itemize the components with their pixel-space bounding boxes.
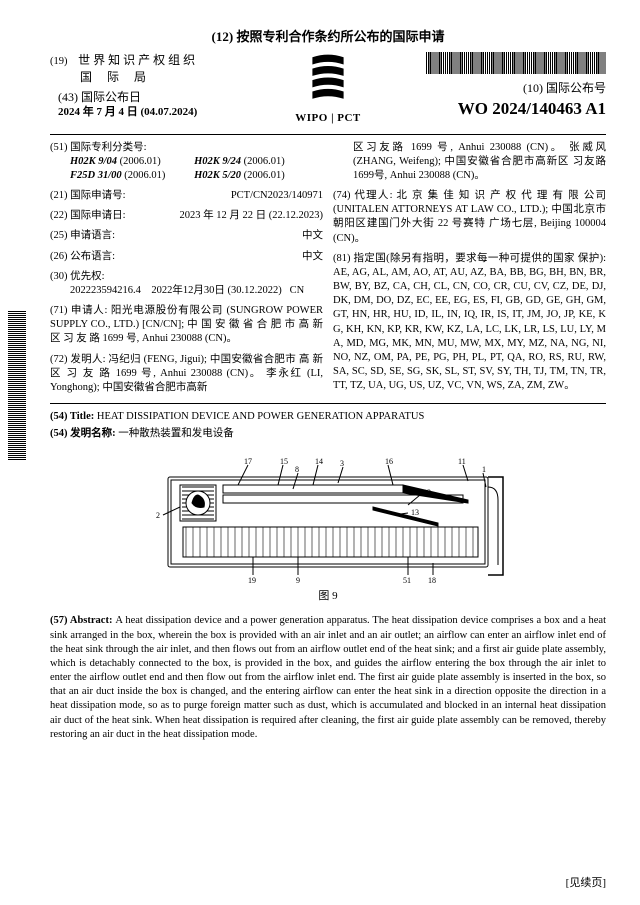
f26-label: (26) 公布语言: <box>50 250 136 264</box>
f25-label: (25) 申请语言: <box>50 229 136 243</box>
f71-label: (71) 申请人: <box>50 305 111 316</box>
f72-continued: 区习友路 1699 号, Anhui 230088 (CN)。 张威风 (ZHA… <box>353 141 606 184</box>
barcode-horizontal <box>426 52 606 74</box>
header-row: (19) 世界知识产权组织 国 际 局 (43) 国际公布日 2024 年 7 … <box>50 52 606 126</box>
fig-label-1: 1 <box>482 465 486 474</box>
org-sub: 国 际 局 <box>80 69 295 85</box>
right-column: 区习友路 1699 号, Anhui 230088 (CN)。 张威风 (ZHA… <box>333 141 606 402</box>
rule-top <box>50 134 606 135</box>
f21-val: PCT/CN2023/140971 <box>136 189 323 203</box>
ipc-3-date: (2006.01) <box>244 170 285 181</box>
ipc-0-code: H02K 9/04 <box>70 156 117 167</box>
figure-area: 17 15 8 14 3 16 11 1 12 13 2 19 9 51 18 … <box>50 455 606 604</box>
f21-label: (21) 国际申请号: <box>50 189 136 203</box>
title-section: (54) Title: HEAT DISSIPATION DEVICE AND … <box>50 410 606 441</box>
continued-marker: [见续页] <box>566 876 606 891</box>
f81-intro: 指定国(除另有指明，要求每一种可提供的国家 保护): <box>354 253 607 264</box>
t54-en: HEAT DISSIPATION DEVICE AND POWER GENERA… <box>97 411 424 422</box>
header-left: (19) 世界知识产权组织 国 际 局 (43) 国际公布日 2024 年 7 … <box>50 52 295 120</box>
f30-label: (30) 优先权: <box>50 270 323 284</box>
f72-label: (72) 发明人: <box>50 354 109 365</box>
wipo-logo <box>302 52 354 104</box>
f22-label: (22) 国际申请日: <box>50 209 136 223</box>
fig-label-51: 51 <box>403 576 411 585</box>
ipc-2-code: F25D 31/00 <box>70 170 122 181</box>
abstract: (57) Abstract: A heat dissipation device… <box>50 614 606 742</box>
f30-cc: CN <box>290 285 305 296</box>
figure-9-svg: 17 15 8 14 3 16 11 1 12 13 2 19 9 51 18 <box>138 455 518 585</box>
wipo-pct-text: WIPO | PCT <box>295 111 360 126</box>
fig-label-9: 9 <box>296 576 300 585</box>
fig-label-14: 14 <box>315 457 323 466</box>
fig-label-13: 13 <box>411 508 419 517</box>
fig-label-11: 11 <box>458 457 466 466</box>
pub-date: 2024 年 7 月 4 日 (04.07.2024) <box>58 105 295 120</box>
f26-val: 中文 <box>136 250 323 264</box>
pubno-label: 国际公布号 <box>546 81 606 95</box>
fig-label-17: 17 <box>244 457 252 466</box>
publication-number: WO 2024/140463 A1 <box>361 98 606 121</box>
left-column: (51) 国际专利分类号: H02K 9/04 (2006.01) H02K 9… <box>50 141 323 402</box>
pub-date-label: 国际公布日 <box>81 90 141 104</box>
ipc-0-date: (2006.01) <box>120 156 161 167</box>
f81-list: AE, AG, AL, AM, AO, AT, AU, AZ, BA, BB, … <box>333 267 606 391</box>
fig-label-15: 15 <box>280 457 288 466</box>
ipc-1-code: H02K 9/24 <box>194 156 241 167</box>
fig-label-2: 2 <box>156 511 160 520</box>
header-right: (10) 国际公布号 WO 2024/140463 A1 <box>361 52 606 121</box>
f30-date: 2022年12月30日 (30.12.2022) <box>151 285 281 296</box>
fig-label-19: 19 <box>248 576 256 585</box>
bibliographic-columns: (51) 国际专利分类号: H02K 9/04 (2006.01) H02K 9… <box>50 141 606 402</box>
ipc-3-code: H02K 5/20 <box>194 170 241 181</box>
barcode-vertical <box>8 310 26 460</box>
fig-label-3: 3 <box>340 459 344 468</box>
abstract-label: (57) Abstract: <box>50 615 115 626</box>
ipc-1-date: (2006.01) <box>244 156 285 167</box>
ipc-2-date: (2006.01) <box>124 170 165 181</box>
fig-label-12: 12 <box>423 488 431 497</box>
f30-num: 202223594216.4 <box>70 285 141 296</box>
t54-cn: 一种散热装置和发电设备 <box>118 428 234 439</box>
f81-label: (81) <box>333 253 354 264</box>
side-publication-number: WO 2024/140463 A1 <box>0 598 2 755</box>
fig-label-16: 16 <box>385 457 393 466</box>
abstract-text: A heat dissipation device and a power ge… <box>50 615 606 739</box>
rule-mid <box>50 403 606 404</box>
f51-label: (51) 国际专利分类号: <box>50 142 147 153</box>
header-center: WIPO | PCT <box>295 52 360 126</box>
t54-cn-label: (54) 发明名称: <box>50 428 116 439</box>
figure-caption: 图 9 <box>50 589 606 604</box>
fig-label-8: 8 <box>295 465 299 474</box>
doc-type-title: (12) 按照专利合作条约所公布的国际申请 <box>50 28 606 46</box>
f25-val: 中文 <box>136 229 323 243</box>
f74-label: (74) 代理人: <box>333 190 396 201</box>
field-19-num: (19) <box>50 56 68 67</box>
fig-label-18: 18 <box>428 576 436 585</box>
field-43-num: (43) <box>58 90 78 104</box>
ipc-list: H02K 9/04 (2006.01) H02K 9/24 (2006.01) … <box>70 155 323 183</box>
f22-val: 2023 年 12 月 22 日 (22.12.2023) <box>136 209 323 223</box>
field-10-num: (10) <box>523 81 543 95</box>
t54-en-label: (54) Title: <box>50 411 94 422</box>
org-name: 世界知识产权组织 <box>78 53 198 67</box>
